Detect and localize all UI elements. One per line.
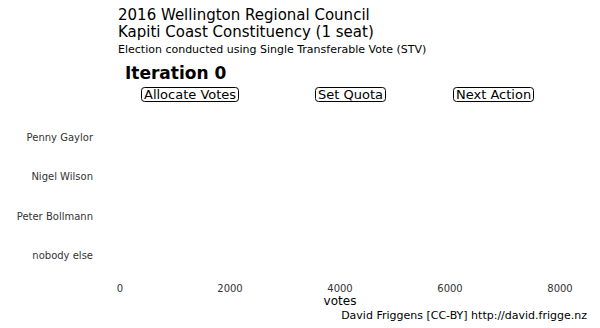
svg-text:Next Action: Next Action (456, 87, 531, 102)
svg-text:Allocate Votes: Allocate Votes (144, 87, 236, 102)
svg-text:0: 0 (117, 283, 123, 294)
svg-text:6000: 6000 (437, 283, 462, 294)
svg-text:2016 Wellington Regional Counc: 2016 Wellington Regional Council (118, 6, 370, 24)
svg-text:Election conducted using Singl: Election conducted using Single Transfer… (118, 43, 426, 56)
svg-text:8000: 8000 (547, 283, 572, 294)
svg-text:4000: 4000 (327, 283, 352, 294)
svg-text:Nigel Wilson: Nigel Wilson (31, 171, 93, 182)
svg-text:votes: votes (324, 294, 357, 308)
svg-text:Penny Gaylor: Penny Gaylor (27, 132, 94, 143)
svg-text:Iteration 0: Iteration 0 (125, 63, 226, 83)
svg-text:Kapiti Coast Constituency (1 s: Kapiti Coast Constituency (1 seat) (118, 23, 374, 41)
svg-text:2000: 2000 (217, 283, 242, 294)
svg-text:David Friggens [CC-BY] http://: David Friggens [CC-BY] http://david.frig… (341, 309, 587, 322)
svg-text:Set Quota: Set Quota (318, 87, 383, 102)
svg-text:nobody else: nobody else (32, 250, 93, 261)
svg-text:Peter Bollmann: Peter Bollmann (17, 211, 93, 222)
